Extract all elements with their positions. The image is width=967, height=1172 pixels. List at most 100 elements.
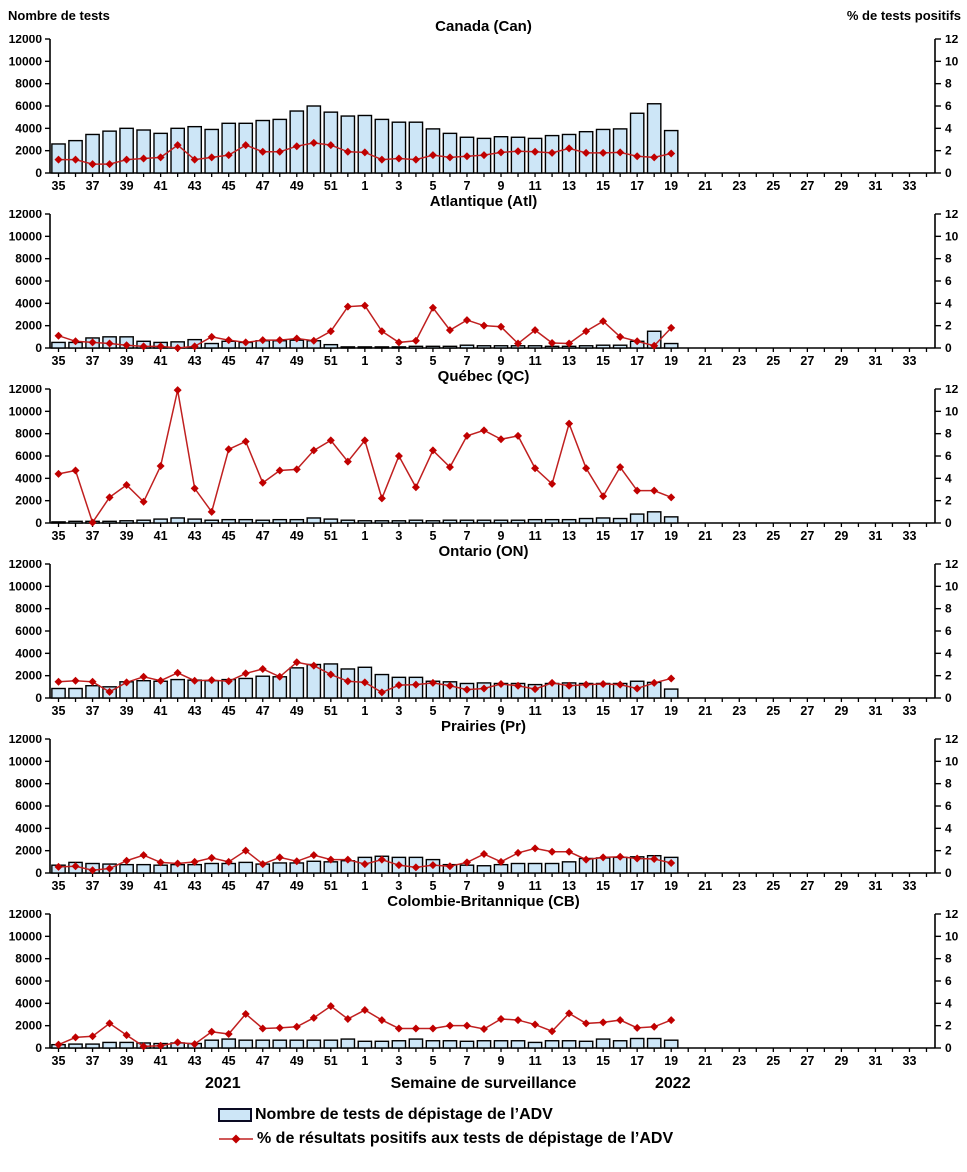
diamond-marker-icon (377, 688, 386, 697)
diamond-marker-icon (667, 858, 676, 867)
test-bar (646, 103, 662, 174)
test-bar (221, 518, 237, 524)
right-y-tick-label: 2 (945, 319, 952, 333)
diamond-marker-icon (531, 326, 540, 335)
diamond-marker-icon (616, 463, 625, 472)
diamond-marker-icon (479, 151, 488, 160)
x-tick-label: 45 (222, 1054, 236, 1068)
x-tick-label: 47 (256, 354, 270, 368)
x-tick-label: 49 (290, 179, 304, 193)
x-tick-label: 21 (698, 354, 712, 368)
legend-line-label: % de résultats positifs aux tests de dép… (257, 1130, 674, 1147)
x-tick-label: 33 (903, 179, 917, 193)
x-tick-label: 45 (222, 354, 236, 368)
diamond-marker-icon (139, 1042, 148, 1051)
diamond-marker-icon (667, 323, 676, 332)
diamond-marker-icon (122, 678, 131, 687)
x-tick-label: 37 (86, 879, 100, 893)
diamond-marker-icon (156, 153, 165, 162)
x-axis: 35 37 39 41 43 45 47 49 51 1 3 5 7 9 11 13 15 17 19 21 23 25 2… (50, 172, 935, 193)
x-tick-label: 21 (698, 704, 712, 718)
panel-plot: 0 2000 4000 6000 8000 10000 12000 0 2 4 6 8 10 12 35 37… (0, 557, 967, 719)
test-bar (357, 520, 373, 524)
test-bar (357, 1040, 373, 1049)
x-tick-label: 21 (698, 1054, 712, 1068)
test-bar (442, 1040, 458, 1049)
x-tick-label: 45 (222, 529, 236, 543)
x-tick-label: 39 (120, 879, 134, 893)
right-y-tick-label: 8 (945, 777, 952, 791)
right-y-tick-label: 12 (945, 735, 959, 746)
left-y-tick-label: 2000 (15, 319, 42, 333)
diamond-marker-icon (88, 866, 97, 875)
axis-titles-row: Nombre de tests % de tests positifs (0, 8, 967, 26)
test-bar (527, 518, 543, 524)
test-bar (493, 1040, 509, 1049)
pct-positive-line (54, 301, 676, 352)
right-y-tick-label: 0 (945, 166, 952, 180)
diamond-marker-icon (122, 341, 131, 350)
test-bar (170, 517, 185, 524)
left-y-axis: 0 2000 4000 6000 8000 10000 12000 (9, 907, 51, 1055)
x-tick-label: 17 (630, 704, 644, 718)
x-tick-label: 33 (903, 529, 917, 543)
x-tick-label: 27 (800, 179, 814, 193)
test-bar (663, 688, 679, 699)
test-bar (408, 345, 424, 349)
left-axis-title: Nombre de tests (8, 8, 110, 23)
panel-plot: 0 2000 4000 6000 8000 10000 12000 0 2 4 6 8 10 12 35 37… (0, 907, 967, 1069)
test-bar (476, 519, 492, 524)
diamond-marker-icon (377, 327, 386, 336)
x-tick-label: 25 (766, 704, 780, 718)
diamond-marker-icon (650, 678, 659, 687)
right-y-tick-label: 8 (945, 602, 952, 616)
x-tick-label: 51 (324, 529, 338, 543)
diamond-marker-icon (565, 144, 574, 153)
diamond-marker-icon (531, 464, 540, 473)
x-tick-label: 39 (120, 179, 134, 193)
x-tick-label: 7 (463, 354, 470, 368)
diamond-marker-icon (548, 847, 557, 856)
diamond-marker-icon (275, 336, 284, 345)
test-bar (578, 345, 594, 349)
test-bar (408, 1038, 424, 1049)
panels-container: Canada (Can) 0 2000 4000 6000 8000 10000 12000… (0, 19, 967, 1069)
legend-item-pct: % de résultats positifs aux tests de dép… (218, 1130, 673, 1148)
x-tick-label: 3 (395, 879, 402, 893)
panel-prairies: Prairies (Pr) 0 2000 4000 6000 8000 10000 1200… (0, 719, 967, 894)
right-y-tick-label: 12 (945, 910, 959, 921)
diamond-marker-icon (360, 860, 369, 869)
x-tick-label: 37 (86, 354, 100, 368)
x-tick-label: 43 (188, 354, 202, 368)
test-bar (425, 345, 441, 349)
diamond-marker-icon (173, 141, 182, 150)
x-tick-label: 11 (528, 179, 541, 193)
test-bar (272, 118, 288, 174)
test-bar (306, 860, 322, 874)
year-2021-label: 2021 (205, 1075, 241, 1092)
diamond-marker-icon (88, 160, 97, 169)
left-y-tick-label: 2000 (15, 144, 42, 158)
left-y-tick-label: 0 (35, 516, 42, 530)
diamond-marker-icon (377, 855, 386, 864)
test-bar (578, 1040, 594, 1049)
diamond-marker-icon (445, 862, 454, 871)
test-bar (68, 1043, 83, 1049)
panel-colombie-britannique: Colombie-Britannique (CB) 0 2000 4000 6000 8… (0, 894, 967, 1069)
test-bar (68, 520, 83, 524)
panel-plot: 0 2000 4000 6000 8000 10000 12000 0 2 4 6 8 10 12 35 37… (0, 732, 967, 894)
diamond-marker-icon (462, 431, 471, 440)
diamond-marker-icon (428, 446, 437, 455)
test-bar (425, 128, 441, 174)
test-bar (272, 518, 288, 524)
diamond-marker-icon (633, 337, 642, 346)
diamond-marker-icon (105, 1019, 114, 1028)
x-tick-label: 19 (664, 1054, 678, 1068)
test-bar (663, 342, 679, 349)
x-tick-label: 21 (698, 179, 712, 193)
panel-ontario: Ontario (ON) 0 2000 4000 6000 8000 10000 12000… (0, 544, 967, 719)
test-bar (595, 517, 611, 524)
diamond-marker-icon (565, 339, 574, 348)
